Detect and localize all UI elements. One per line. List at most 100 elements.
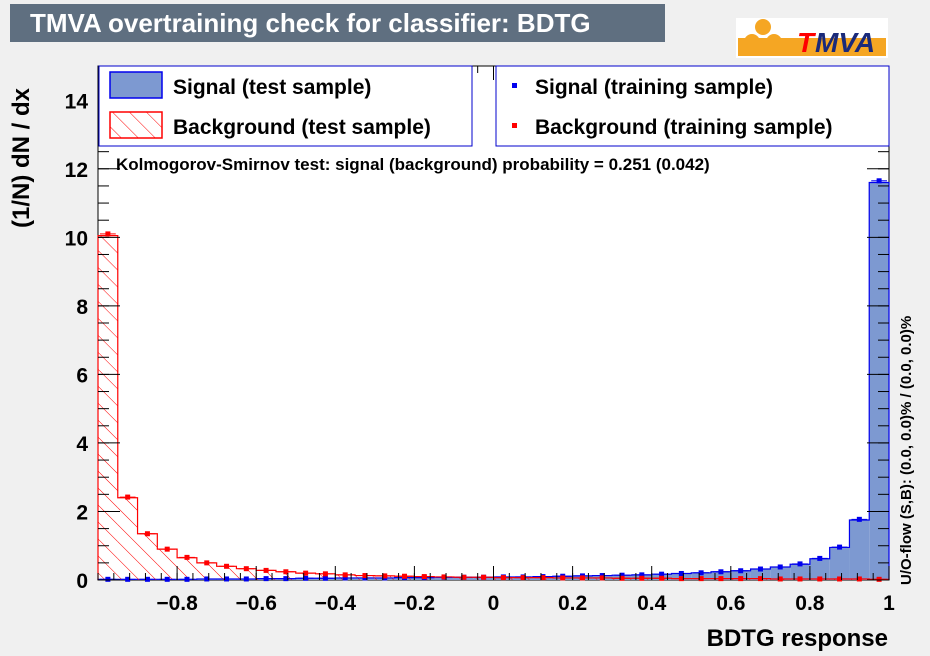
background-train-point xyxy=(678,576,684,582)
signal-test-bar xyxy=(730,570,751,580)
signal-test-bar xyxy=(829,547,850,580)
signal-train-point xyxy=(757,566,763,572)
background-train-point xyxy=(817,576,823,582)
background-train-point xyxy=(402,573,408,579)
legend-box-right xyxy=(495,65,890,147)
legend-background-test: Background (test sample) xyxy=(173,116,431,139)
x-tick-label: 0.4 xyxy=(637,592,667,615)
background-train-point xyxy=(856,576,862,582)
background-train-point xyxy=(421,574,427,580)
legend-marker-background-train xyxy=(512,123,517,128)
background-train-point xyxy=(243,566,249,572)
x-tick-label: 0.6 xyxy=(716,592,745,615)
x-tick-label: 1 xyxy=(883,592,895,615)
background-train-point xyxy=(520,575,526,581)
signal-train-point xyxy=(204,576,210,582)
background-test-bar xyxy=(117,497,138,580)
y-tick-label: 0 xyxy=(76,570,88,593)
signal-train-point xyxy=(738,568,744,574)
background-train-point xyxy=(738,576,744,582)
background-train-point xyxy=(461,574,467,580)
signal-train-point xyxy=(876,178,882,184)
background-train-point xyxy=(797,576,803,582)
background-train-point xyxy=(125,494,131,500)
y-axis-title: (1/N) dN / dx xyxy=(8,87,35,228)
background-train-point xyxy=(342,572,348,578)
legend-swatch-signal-test xyxy=(109,71,163,99)
background-test-bar xyxy=(256,570,276,580)
background-train-point xyxy=(204,560,210,566)
background-train-point xyxy=(579,575,585,581)
background-train-point xyxy=(322,571,328,577)
background-train-point xyxy=(698,576,704,582)
signal-train-point xyxy=(184,576,190,582)
signal-train-point xyxy=(283,576,289,582)
signal-train-point xyxy=(243,576,249,582)
signal-train-point xyxy=(224,576,230,582)
legend-signal-test: Signal (test sample) xyxy=(173,76,371,99)
signal-train-point xyxy=(678,570,684,576)
signal-train-point xyxy=(619,572,625,578)
signal-test-bar xyxy=(750,569,771,580)
signal-train-point xyxy=(144,576,150,582)
background-train-point xyxy=(639,575,645,581)
signal-train-point xyxy=(125,576,131,582)
logo-mva: MVA xyxy=(815,27,875,58)
background-test-bar xyxy=(137,533,158,580)
x-axis-title: BDTG response xyxy=(707,625,888,652)
background-train-point xyxy=(362,573,368,579)
signal-train-point xyxy=(777,564,783,570)
background-train-point xyxy=(837,576,843,582)
background-train-point xyxy=(718,576,724,582)
background-train-point xyxy=(263,567,269,573)
x-tick-label: −0.2 xyxy=(394,592,435,615)
background-test-bar xyxy=(236,568,257,580)
background-train-point xyxy=(540,575,546,581)
background-train-point xyxy=(481,574,487,580)
background-test-bar xyxy=(177,557,197,580)
signal-test-bar xyxy=(711,571,731,580)
background-train-point xyxy=(560,575,566,581)
logo-t: T xyxy=(797,27,817,58)
y-tick-label: 8 xyxy=(76,296,88,319)
background-train-point xyxy=(283,569,289,575)
y-tick-label: 10 xyxy=(65,227,88,250)
background-test-bar xyxy=(275,571,296,580)
background-train-point xyxy=(659,575,665,581)
x-tick-label: −0.6 xyxy=(235,592,276,615)
signal-train-point xyxy=(322,575,328,581)
background-test-bar xyxy=(216,566,237,580)
background-train-point xyxy=(144,531,150,537)
signal-test-bar xyxy=(790,564,810,580)
background-train-point xyxy=(599,575,605,581)
background-test-bar xyxy=(196,562,217,580)
ks-test-text: Kolmogorov-Smirnov test: signal (backgro… xyxy=(116,155,710,174)
signal-train-point xyxy=(164,576,170,582)
signal-train-point xyxy=(263,576,269,582)
background-train-point xyxy=(382,573,388,579)
y-tick-label: 6 xyxy=(76,364,88,387)
signal-test-bar xyxy=(869,182,889,581)
background-train-point xyxy=(303,570,309,576)
signal-train-point xyxy=(817,555,823,561)
signal-test-bar xyxy=(770,566,791,580)
y-tick-label: 2 xyxy=(76,501,88,524)
signal-test-bar xyxy=(809,558,830,580)
overflow-text: U/O-flow (S,B): (0.0, 0.0)% / (0.0, 0.0)… xyxy=(898,316,915,585)
signal-train-point xyxy=(639,572,645,578)
background-train-point xyxy=(757,576,763,582)
background-train-point xyxy=(105,231,111,237)
x-tick-label: 0 xyxy=(488,592,500,615)
plot-frame xyxy=(97,65,890,581)
background-train-point xyxy=(224,563,230,569)
background-train-point xyxy=(777,576,783,582)
signal-train-point xyxy=(718,569,724,575)
signal-train-point xyxy=(105,576,111,582)
y-tick-label: 14 xyxy=(65,90,89,113)
signal-train-point xyxy=(837,544,843,550)
x-tick-label: −0.4 xyxy=(315,592,357,615)
background-train-point xyxy=(441,574,447,580)
legend: Signal (test sample) Background (test sa… xyxy=(98,65,890,147)
x-tick-label: 0.8 xyxy=(795,592,825,615)
